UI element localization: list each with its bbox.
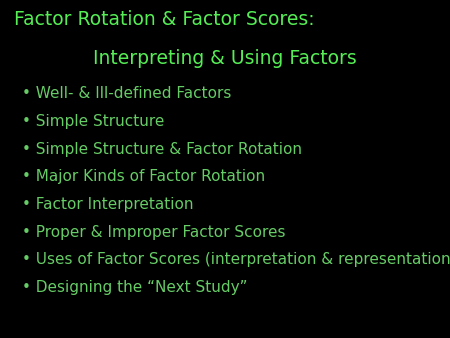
Text: • Designing the “Next Study”: • Designing the “Next Study” — [22, 280, 248, 295]
Text: Factor Rotation & Factor Scores:: Factor Rotation & Factor Scores: — [14, 10, 314, 29]
Text: Interpreting & Using Factors: Interpreting & Using Factors — [93, 49, 357, 68]
Text: • Simple Structure: • Simple Structure — [22, 114, 165, 129]
Text: • Simple Structure & Factor Rotation: • Simple Structure & Factor Rotation — [22, 142, 302, 156]
Text: • Factor Interpretation: • Factor Interpretation — [22, 197, 194, 212]
Text: • Uses of Factor Scores (interpretation & representation): • Uses of Factor Scores (interpretation … — [22, 252, 450, 267]
Text: • Major Kinds of Factor Rotation: • Major Kinds of Factor Rotation — [22, 169, 266, 184]
Text: • Proper & Improper Factor Scores: • Proper & Improper Factor Scores — [22, 225, 286, 240]
Text: • Well- & Ill-defined Factors: • Well- & Ill-defined Factors — [22, 86, 232, 101]
